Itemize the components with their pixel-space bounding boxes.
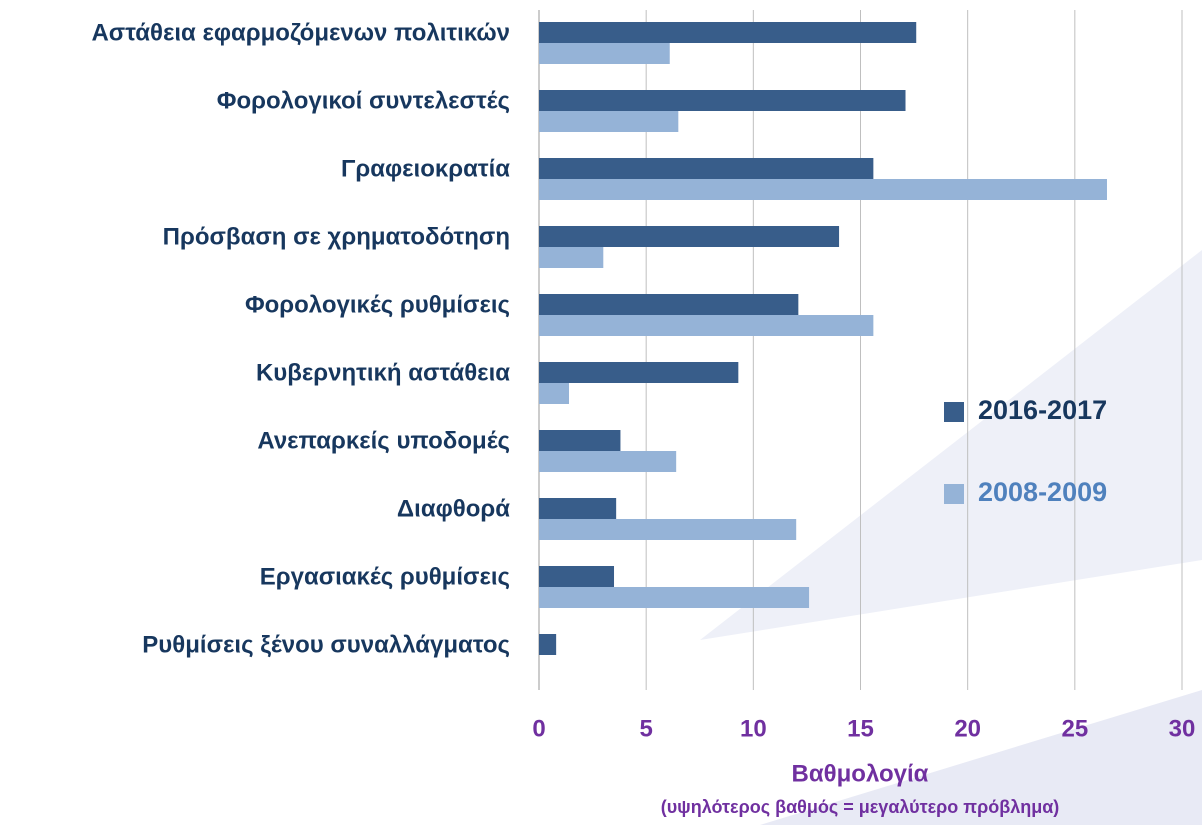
x-axis-label: Βαθμολογία bbox=[792, 760, 929, 787]
bar bbox=[539, 111, 679, 132]
legend-swatch bbox=[944, 484, 964, 504]
y-tick-label: Φορολογικοί συντελεστές bbox=[217, 87, 510, 114]
x-tick-label: 20 bbox=[954, 715, 981, 742]
y-tick-label: Ανεπαρκείς υποδομές bbox=[257, 427, 510, 454]
x-axis-sublabel: (υψηλότερος βαθμός = μεγαλύτερο πρόβλημα… bbox=[661, 797, 1060, 817]
bar bbox=[539, 294, 799, 315]
bar bbox=[539, 179, 1107, 200]
background-shape bbox=[700, 250, 1202, 640]
y-tick-label: Εργασιακές ρυθμίσεις bbox=[260, 563, 510, 590]
bar bbox=[539, 430, 621, 451]
x-tick-label: 30 bbox=[1169, 715, 1196, 742]
bar bbox=[539, 362, 739, 383]
legend-swatch bbox=[944, 402, 964, 422]
y-tick-label: Αστάθεια εφαρμοζόμενων πολιτικών bbox=[91, 19, 510, 46]
bar bbox=[539, 519, 797, 540]
x-tick-label: 10 bbox=[740, 715, 767, 742]
background-shape bbox=[760, 690, 1202, 825]
x-tick-label: 15 bbox=[847, 715, 874, 742]
y-tick-label: Ρυθμίσεις ξένου συναλλάγματος bbox=[142, 631, 510, 658]
bar bbox=[539, 90, 906, 111]
y-tick-label: Γραφειοκρατία bbox=[341, 155, 510, 182]
x-tick-label: 25 bbox=[1061, 715, 1088, 742]
bar bbox=[539, 451, 677, 472]
legend-label: 2016-2017 bbox=[978, 395, 1107, 425]
y-tick-label: Κυβερνητική αστάθεια bbox=[256, 359, 510, 386]
bar bbox=[539, 383, 570, 404]
bar bbox=[539, 22, 917, 43]
bar bbox=[539, 226, 840, 247]
y-tick-label: Φορολογικές ρυθμίσεις bbox=[245, 291, 510, 318]
bar bbox=[539, 498, 617, 519]
legend-label: 2008-2009 bbox=[978, 477, 1107, 507]
y-tick-label: Διαφθορά bbox=[397, 495, 510, 522]
bar bbox=[539, 634, 557, 655]
bar bbox=[539, 587, 810, 608]
y-tick-label: Πρόσβαση σε χρηματοδότηση bbox=[163, 223, 510, 250]
bar bbox=[539, 566, 615, 587]
x-tick-label: 0 bbox=[532, 715, 545, 742]
bar bbox=[539, 247, 604, 268]
bar bbox=[539, 315, 874, 336]
x-tick-label: 5 bbox=[639, 715, 652, 742]
bar bbox=[539, 158, 874, 179]
bar bbox=[539, 43, 670, 64]
